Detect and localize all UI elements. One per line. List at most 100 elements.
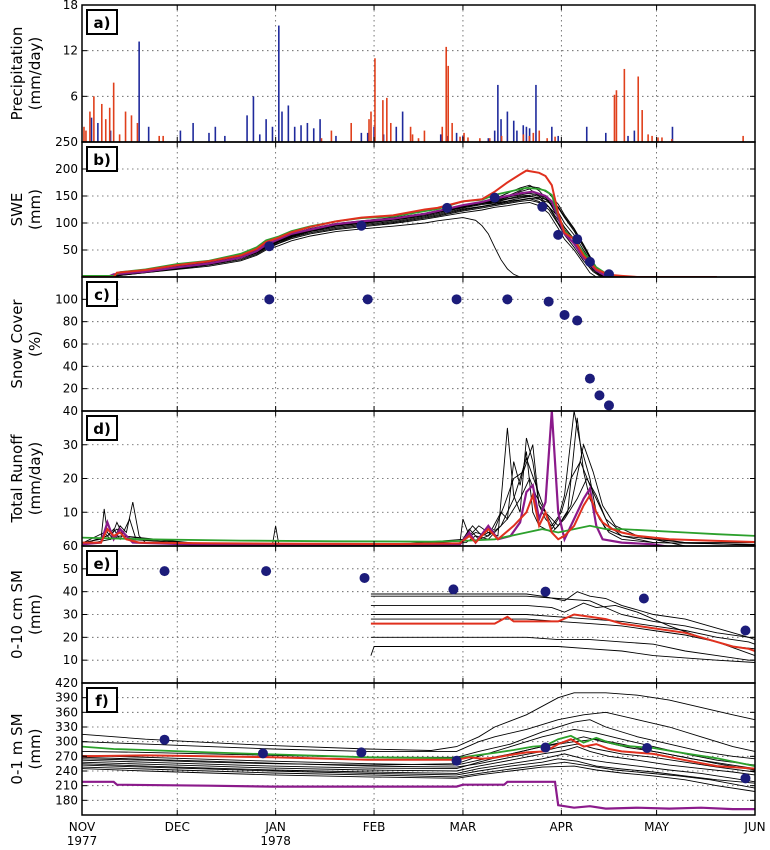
ensemble-member-line	[82, 199, 606, 277]
x-tick-year-label: 1978	[260, 834, 291, 848]
ensemble-member-line	[82, 417, 755, 546]
x-tick-label: JAN	[264, 820, 286, 834]
y-tick-label: 30	[63, 438, 78, 452]
observation-point	[572, 234, 583, 245]
y-tick-label: 420	[55, 676, 78, 690]
plot-area-c	[82, 277, 755, 411]
ensemble-member-line	[370, 636, 755, 661]
panel-frame	[81, 141, 756, 278]
y-tick-label: 40	[63, 585, 78, 599]
ensemble-member-line	[82, 444, 755, 546]
y-tick-label: 12	[63, 44, 78, 58]
ensemble-member-line	[82, 197, 607, 277]
observation-point	[159, 734, 170, 745]
panel-b: 50 100 150 200 250 SWE (mm) b)	[8, 135, 756, 278]
observation-point	[543, 296, 554, 307]
y-tick-label: 20	[63, 472, 78, 486]
panel-e: 10 20 30 40 50 60 0-10 cm SM (mm) e)	[8, 539, 756, 684]
y-tick-label: 270	[55, 749, 78, 763]
ensemble-member-line	[82, 202, 597, 277]
ensemble-member-line	[370, 614, 755, 645]
y-axis-label: 0-10 cm SM	[8, 570, 26, 659]
panel-tag: b)	[93, 151, 111, 169]
ensemble-member-line	[82, 761, 755, 789]
y-axis-label: Snow Cover	[8, 299, 26, 389]
panel-tag-box	[86, 415, 118, 441]
x-tick-label: NOV	[69, 820, 96, 834]
y-tick-label: 10	[63, 653, 78, 667]
y-tick-label: 330	[55, 720, 78, 734]
ensemble-member-line	[82, 719, 755, 760]
y-tick-label: 20	[63, 630, 78, 644]
observation-point	[603, 400, 614, 411]
y-tick-label: 240	[55, 764, 78, 778]
panel-tag-box	[86, 146, 118, 172]
observation-point	[603, 269, 614, 277]
ensemble-member-line	[82, 188, 606, 277]
y-tick-label: 50	[63, 562, 78, 576]
panel-tag-box	[86, 687, 118, 713]
y-tick-label: 60	[63, 539, 78, 553]
observation-point	[451, 294, 462, 305]
y-tick-label: 18	[63, 0, 78, 12]
observation-point	[356, 747, 367, 758]
observation-point	[451, 755, 462, 766]
y-tick-label: 100	[55, 292, 78, 306]
observation-point	[642, 743, 653, 754]
y-tick-label: 10	[63, 505, 78, 519]
ensemble-member-line	[82, 753, 755, 783]
y-tick-label: 300	[55, 735, 78, 749]
green-series-line	[82, 734, 755, 767]
ensemble-member-line	[82, 746, 755, 776]
x-tick-label: JUN	[743, 820, 765, 834]
ensemble-member-line	[82, 758, 755, 784]
plot-area-f	[82, 683, 755, 815]
ensemble-member-line	[82, 192, 607, 277]
observation-point	[572, 315, 583, 326]
ensemble-member-line	[82, 217, 521, 277]
plot-area-d	[82, 411, 755, 546]
ensemble-member-line	[82, 765, 755, 792]
ensemble-member-line	[82, 411, 755, 545]
panel-tag-box	[86, 281, 118, 307]
x-tick-label: MAY	[644, 820, 670, 834]
ensemble-member-line	[370, 595, 755, 638]
plot-area-e	[82, 546, 755, 683]
y-axis-label: (mm)	[26, 729, 44, 770]
panel-c: 20 40 60 80 100 Snow Cover (%) c)	[8, 276, 756, 412]
observation-point	[448, 584, 459, 595]
observation-point	[537, 201, 548, 212]
y-axis-label: SWE	[8, 193, 26, 227]
y-axis-label: (mm)	[26, 189, 44, 230]
purple-series-line	[82, 780, 755, 811]
y-tick-label: 80	[63, 315, 78, 329]
observation-point	[264, 294, 275, 305]
y-tick-label: 60	[63, 337, 78, 351]
ensemble-member-line	[370, 602, 755, 650]
panel-tag: a)	[94, 14, 111, 32]
red-series-line	[82, 491, 755, 546]
observation-point	[257, 748, 268, 759]
red-series-line	[370, 613, 755, 652]
x-tick-label: MAR	[449, 820, 476, 834]
observation-point	[584, 373, 595, 384]
observation-point	[740, 773, 751, 784]
y-tick-label: 50	[63, 243, 78, 257]
ensemble-member-line	[82, 692, 755, 751]
y-tick-label: 250	[55, 135, 78, 149]
red-series-line	[82, 169, 717, 277]
y-tick-label: 6	[70, 89, 78, 103]
panel-tag: e)	[93, 555, 110, 573]
y-tick-label: 360	[55, 705, 78, 719]
plot-area-b	[82, 142, 755, 277]
x-tick-label: FEB	[363, 820, 386, 834]
y-tick-label: 40	[63, 359, 78, 373]
y-axis-label: (mm)	[26, 594, 44, 635]
observation-point	[540, 742, 551, 753]
y-tick-label: 30	[63, 608, 78, 622]
ensemble-member-line	[82, 198, 603, 277]
ensemble-member-line	[82, 194, 606, 277]
green-series-line	[82, 186, 622, 277]
